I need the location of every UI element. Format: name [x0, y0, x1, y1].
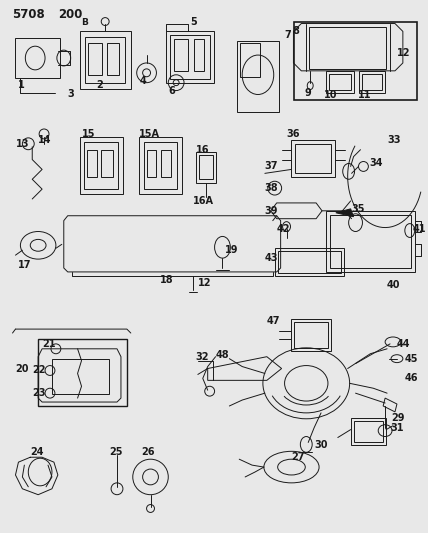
- Bar: [194, 39, 204, 71]
- Text: 27: 27: [291, 452, 305, 462]
- Bar: [199, 155, 213, 179]
- Bar: [278, 251, 341, 273]
- Text: 15A: 15A: [139, 129, 160, 139]
- Text: 10: 10: [324, 91, 338, 101]
- Bar: [84, 142, 118, 189]
- Text: 16A: 16A: [193, 196, 214, 206]
- Text: 22: 22: [32, 366, 46, 375]
- Text: 21: 21: [42, 339, 56, 349]
- Bar: [326, 71, 354, 93]
- Bar: [329, 74, 351, 90]
- Text: 43: 43: [265, 253, 278, 263]
- Bar: [275, 248, 344, 276]
- Text: 7: 7: [285, 30, 291, 41]
- Bar: [170, 35, 210, 79]
- Text: 23: 23: [32, 388, 46, 398]
- Bar: [294, 322, 328, 348]
- Text: 5: 5: [190, 17, 197, 27]
- Text: 200: 200: [58, 7, 82, 21]
- Text: 12: 12: [397, 48, 410, 58]
- Text: 16: 16: [196, 144, 209, 155]
- Text: 33: 33: [387, 135, 401, 145]
- Text: 9: 9: [304, 87, 311, 98]
- Text: 19: 19: [226, 245, 239, 255]
- Bar: [144, 142, 177, 189]
- Text: 14: 14: [38, 135, 52, 145]
- Text: 42: 42: [276, 223, 290, 233]
- Bar: [89, 43, 102, 75]
- Text: 45: 45: [405, 354, 418, 364]
- Bar: [360, 71, 385, 93]
- Text: 12: 12: [198, 278, 211, 288]
- Text: 26: 26: [142, 447, 155, 457]
- Text: 13: 13: [15, 139, 29, 149]
- Text: 24: 24: [30, 447, 44, 457]
- Bar: [174, 39, 188, 71]
- Text: 41: 41: [413, 223, 426, 233]
- Text: 37: 37: [265, 161, 278, 172]
- Bar: [161, 150, 171, 177]
- Text: 1: 1: [18, 79, 24, 90]
- Text: 5708: 5708: [12, 7, 45, 21]
- Bar: [146, 150, 157, 177]
- Bar: [326, 211, 415, 272]
- Bar: [237, 41, 279, 112]
- Text: 4: 4: [140, 76, 146, 86]
- Bar: [295, 144, 331, 173]
- Text: 25: 25: [109, 447, 122, 457]
- Bar: [86, 37, 125, 83]
- Bar: [309, 28, 386, 69]
- Bar: [80, 137, 123, 194]
- Bar: [196, 152, 216, 183]
- Text: 35: 35: [352, 204, 365, 214]
- Bar: [107, 43, 119, 75]
- Bar: [52, 359, 109, 394]
- Text: B: B: [81, 18, 89, 27]
- Text: 6: 6: [168, 86, 175, 95]
- Text: 48: 48: [216, 350, 229, 360]
- Text: 2: 2: [96, 79, 103, 90]
- Text: 17: 17: [18, 260, 32, 270]
- Text: 34: 34: [369, 158, 383, 168]
- Bar: [101, 150, 113, 177]
- Text: 44: 44: [397, 339, 410, 349]
- Bar: [38, 339, 127, 406]
- Text: 3: 3: [68, 90, 74, 100]
- Bar: [139, 137, 182, 194]
- Bar: [363, 74, 382, 90]
- Bar: [87, 150, 97, 177]
- Bar: [80, 31, 131, 88]
- Text: 36: 36: [287, 129, 300, 139]
- Text: 11: 11: [357, 91, 371, 101]
- Bar: [291, 140, 335, 177]
- Text: 20: 20: [15, 364, 29, 374]
- Text: 8: 8: [292, 27, 299, 36]
- Bar: [291, 319, 331, 351]
- Text: 46: 46: [405, 374, 418, 383]
- Text: 38: 38: [265, 183, 279, 193]
- Bar: [330, 215, 411, 268]
- Polygon shape: [336, 209, 354, 217]
- Text: 18: 18: [160, 275, 174, 285]
- Text: 47: 47: [267, 316, 280, 326]
- Bar: [166, 31, 214, 83]
- Bar: [354, 421, 383, 442]
- Text: 30: 30: [314, 440, 328, 450]
- Text: 29: 29: [391, 413, 404, 423]
- Bar: [294, 21, 417, 100]
- Text: 32: 32: [196, 352, 209, 362]
- Text: 31: 31: [390, 423, 404, 433]
- Text: 15: 15: [81, 129, 95, 139]
- Text: 40: 40: [387, 280, 401, 290]
- Bar: [240, 43, 260, 77]
- Text: 39: 39: [265, 206, 278, 216]
- Bar: [351, 418, 386, 446]
